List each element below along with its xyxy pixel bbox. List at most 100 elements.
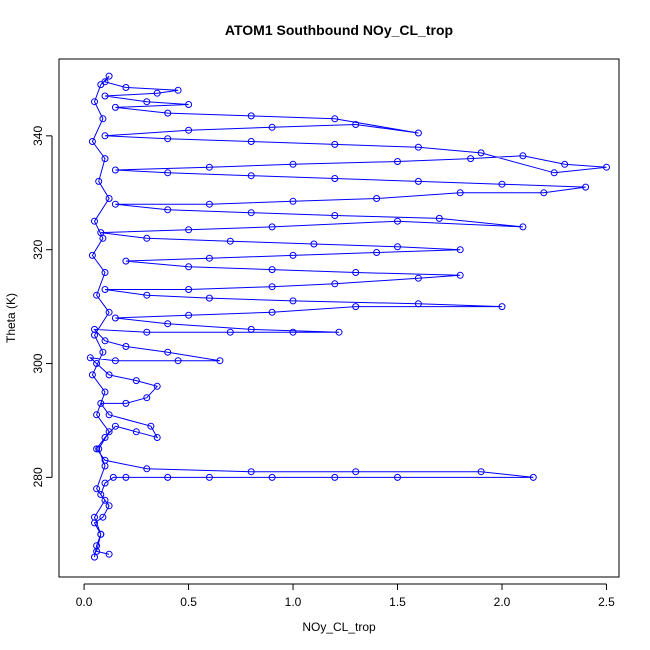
data-point: [247, 209, 255, 217]
data-point: [93, 291, 101, 299]
data-point: [95, 445, 103, 453]
data-point: [268, 308, 276, 316]
data-point: [143, 328, 151, 336]
data-point: [268, 266, 276, 274]
data-point: [185, 286, 193, 293]
data-point: [247, 138, 255, 145]
data-point: [111, 422, 119, 430]
data-point: [164, 473, 172, 481]
data-point: [414, 177, 422, 185]
data-point: [477, 468, 485, 476]
data-point: [105, 308, 113, 316]
data-point: [268, 123, 276, 131]
data-point: [529, 473, 537, 481]
data-point: [101, 155, 109, 163]
x-tick-label: 0.5: [180, 595, 197, 609]
data-point: [268, 283, 276, 291]
data-point: [289, 197, 297, 205]
data-point: [373, 195, 381, 202]
data-point: [88, 371, 96, 379]
data-point: [105, 411, 113, 419]
data-point: [101, 388, 109, 396]
data-point: [268, 473, 276, 481]
data-point: [97, 491, 105, 498]
data-point: [101, 462, 109, 470]
data-point: [132, 377, 140, 385]
data-point: [352, 121, 360, 128]
data-point: [105, 550, 113, 558]
data-point: [99, 348, 107, 356]
data-point: [226, 328, 234, 336]
data-point: [122, 343, 130, 350]
chart-title: ATOM1 Southbound NOy_CL_trop: [225, 22, 453, 38]
plot-frame: [58, 58, 620, 578]
data-point: [477, 149, 485, 157]
data-point: [153, 382, 161, 390]
x-tick-label: 0.0: [76, 595, 93, 609]
data-point: [101, 132, 109, 140]
data-point: [105, 195, 113, 202]
data-point: [143, 234, 151, 242]
data-point: [331, 175, 339, 182]
x-axis: 0.0 0.5 1.0 1.5 2.0 2.5: [76, 583, 615, 609]
data-point: [111, 357, 119, 365]
x-tick-label: 1.5: [389, 595, 406, 609]
data-point: [456, 189, 464, 197]
data-point: [111, 166, 119, 174]
data-point: [101, 479, 109, 487]
data-point: [153, 89, 161, 97]
data-point: [174, 86, 182, 94]
data-point: [122, 399, 130, 407]
data-point: [519, 152, 527, 160]
data-point: [352, 269, 360, 276]
data-point: [268, 223, 276, 231]
series-line: [88, 75, 607, 558]
data-point: [164, 135, 172, 143]
data-point: [164, 169, 172, 177]
data-point: [91, 217, 98, 225]
data-point: [331, 115, 339, 123]
data-point: [540, 189, 548, 197]
data-point: [153, 434, 161, 441]
data-point: [105, 502, 113, 510]
y-tick-label: 300: [31, 353, 45, 373]
data-point: [331, 473, 339, 481]
data-point: [394, 217, 401, 225]
data-point: [603, 163, 610, 171]
data-point: [331, 212, 339, 219]
y-tick-label: 280: [31, 467, 45, 487]
data-point: [143, 98, 151, 106]
data-point: [414, 274, 422, 282]
data-point: [498, 303, 506, 311]
data-point: [101, 434, 109, 441]
data-point: [414, 129, 422, 137]
data-point: [205, 200, 213, 208]
data-point: [111, 200, 119, 208]
data-point: [498, 180, 506, 188]
data-point: [111, 314, 119, 322]
data-point: [101, 496, 109, 504]
data-layer: [86, 72, 610, 561]
data-point: [205, 473, 213, 481]
data-point: [185, 311, 193, 319]
x-tick-label: 2.0: [494, 595, 511, 609]
data-point: [394, 243, 401, 251]
data-point: [109, 473, 117, 481]
data-point: [335, 328, 343, 336]
data-point: [289, 251, 297, 259]
data-point: [105, 428, 113, 436]
data-point: [185, 101, 193, 108]
data-point: [205, 254, 213, 262]
data-point: [88, 251, 96, 259]
data-point: [143, 465, 151, 473]
data-point: [185, 263, 193, 271]
data-point: [93, 360, 101, 367]
data-point: [394, 158, 401, 165]
data-point: [143, 291, 151, 299]
data-point: [247, 112, 255, 120]
data-point: [185, 226, 193, 234]
data-point: [205, 163, 213, 171]
data-point: [205, 294, 213, 302]
data-point: [289, 160, 297, 168]
